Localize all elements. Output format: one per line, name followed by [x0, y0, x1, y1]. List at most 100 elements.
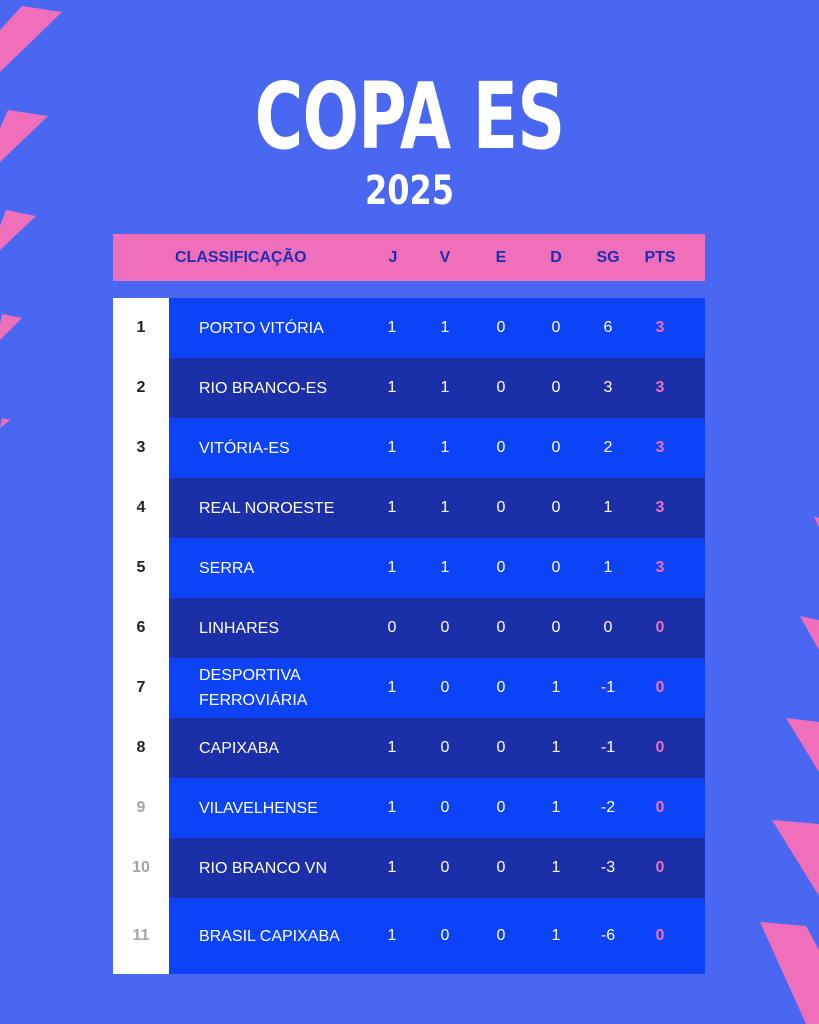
cell-d: 0 [551, 559, 561, 576]
header-sg: SG [596, 249, 620, 266]
header-v: V [439, 249, 451, 266]
cell-v: 0 [440, 927, 450, 944]
cell-pts: 0 [655, 799, 665, 816]
cell-e: 0 [496, 739, 506, 756]
header-classification: CLASSIFICAÇÃO [175, 249, 307, 266]
header-j: J [388, 249, 398, 266]
cell-j: 1 [387, 559, 397, 576]
cell-pts: 0 [655, 927, 665, 944]
cell-v: 0 [440, 679, 450, 696]
cell-pts: 0 [655, 619, 665, 636]
cell-e: 0 [496, 927, 506, 944]
cell-j: 1 [387, 739, 397, 756]
position-column [113, 298, 169, 974]
cell-d: 0 [551, 499, 561, 516]
cell-d: 0 [551, 439, 561, 456]
header-pts: PTS [644, 249, 676, 266]
cell-j: 1 [387, 379, 397, 396]
cell-pts: 3 [655, 439, 665, 456]
cell-sg: -3 [600, 859, 616, 876]
cell-v: 0 [440, 739, 450, 756]
cell-d: 1 [551, 739, 561, 756]
cell-sg: 1 [603, 559, 613, 576]
table-row: LINHARES 0 0 0 0 0 0 [169, 598, 705, 658]
row-position: 5 [136, 559, 146, 576]
team-name: VITÓRIA-ES [199, 439, 290, 457]
cell-v: 1 [440, 559, 450, 576]
row-position: 11 [132, 927, 150, 944]
cell-e: 0 [496, 679, 506, 696]
row-position: 10 [132, 859, 150, 876]
header-e: E [495, 249, 507, 266]
table-row: RIO BRANCO VN 1 0 0 1 -3 0 [169, 838, 705, 898]
cell-v: 1 [440, 499, 450, 516]
team-name: BRASIL CAPIXABA [199, 927, 340, 945]
table-row: RIO BRANCO-ES 1 1 0 0 3 3 [169, 358, 705, 418]
cell-d: 0 [551, 619, 561, 636]
table-row: CAPIXABA 1 0 0 1 -1 0 [169, 718, 705, 778]
table-row: DESPORTIVA FERROVIÁRIA 1 0 0 1 -1 0 [169, 658, 705, 718]
table-row: SERRA 1 1 0 0 1 3 [169, 538, 705, 598]
cell-j: 1 [387, 319, 397, 336]
cell-e: 0 [496, 619, 506, 636]
cell-pts: 0 [655, 679, 665, 696]
cell-d: 1 [551, 859, 561, 876]
cell-d: 1 [551, 679, 561, 696]
cell-pts: 3 [655, 319, 665, 336]
cell-d: 0 [551, 379, 561, 396]
team-name: CAPIXABA [199, 739, 280, 757]
cell-j: 1 [387, 927, 397, 944]
cell-sg: -2 [600, 799, 616, 816]
cell-sg: -6 [600, 927, 616, 944]
cell-e: 0 [496, 799, 506, 816]
cell-sg: 6 [603, 319, 613, 336]
cell-j: 1 [387, 799, 397, 816]
cell-pts: 0 [655, 859, 665, 876]
cell-e: 0 [496, 379, 506, 396]
row-position: 2 [136, 379, 146, 396]
team-name: VILAVELHENSE [199, 799, 318, 817]
cell-j: 1 [387, 439, 397, 456]
team-name: RIO BRANCO-ES [199, 379, 328, 397]
row-position: 4 [136, 499, 146, 516]
table-row: VILAVELHENSE 1 0 0 1 -2 0 [169, 778, 705, 838]
cell-d: 0 [551, 319, 561, 336]
row-position: 7 [136, 679, 146, 696]
standings-table: 1 PORTO VITÓRIA 1 1 0 0 6 3 2 RIO BRANCO-ES 1 1 0 0 3 3… [113, 298, 705, 974]
table-row: REAL NOROESTE 1 1 0 0 1 3 [169, 478, 705, 538]
cell-pts: 3 [655, 559, 665, 576]
row-position: 8 [136, 739, 146, 756]
cell-e: 0 [496, 499, 506, 516]
row-position: 6 [136, 619, 146, 636]
team-name: SERRA [199, 559, 255, 577]
cell-v: 0 [440, 859, 450, 876]
table-row: PORTO VITÓRIA 1 1 0 0 6 3 [169, 298, 705, 358]
row-position: 9 [136, 799, 146, 816]
cell-e: 0 [496, 859, 506, 876]
team-name: RIO BRANCO VN [199, 859, 328, 877]
team-name: PORTO VITÓRIA [199, 319, 324, 337]
page-subtitle-year: 2025 [364, 168, 455, 214]
cell-sg: 2 [603, 439, 613, 456]
cell-sg: 3 [603, 379, 613, 396]
cell-j: 0 [387, 619, 397, 636]
team-name: REAL NOROESTE [199, 499, 335, 517]
cell-v: 1 [440, 319, 450, 336]
page-title: COPA ES [254, 63, 565, 170]
cell-v: 1 [440, 439, 450, 456]
cell-v: 0 [440, 799, 450, 816]
cell-e: 0 [496, 439, 506, 456]
table-row: VITÓRIA-ES 1 1 0 0 2 3 [169, 418, 705, 478]
cell-d: 1 [551, 927, 561, 944]
cell-v: 0 [440, 619, 450, 636]
cell-sg: 0 [603, 619, 613, 636]
row-position: 1 [136, 319, 146, 336]
header-d: D [550, 249, 562, 266]
cell-pts: 3 [655, 499, 665, 516]
cell-sg: 1 [603, 499, 613, 516]
team-name: DESPORTIVA FERROVIÁRIA [199, 667, 308, 709]
row-position: 3 [136, 439, 146, 456]
cell-v: 1 [440, 379, 450, 396]
cell-e: 0 [496, 319, 506, 336]
